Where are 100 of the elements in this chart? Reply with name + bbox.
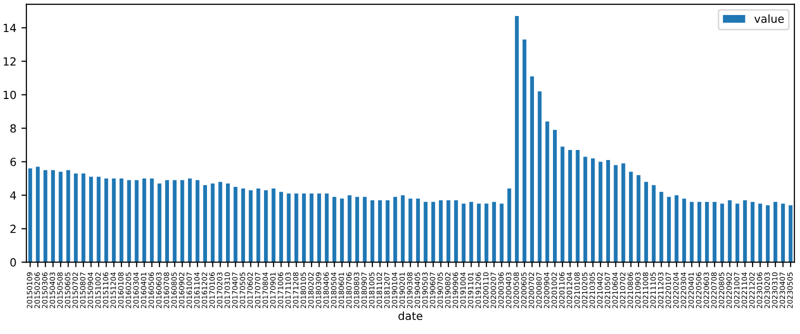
bar <box>286 194 291 262</box>
bar <box>424 202 428 262</box>
bar <box>256 188 260 262</box>
bar <box>431 202 436 262</box>
bar <box>44 170 48 262</box>
bar <box>112 178 116 262</box>
bar <box>545 122 550 262</box>
bar <box>652 185 656 262</box>
bar <box>324 194 329 262</box>
bar <box>735 204 740 262</box>
bar <box>629 172 633 262</box>
y-tick-label: 6 <box>10 158 16 166</box>
bar <box>507 188 512 262</box>
bar <box>294 194 298 262</box>
bar <box>659 192 664 262</box>
bar <box>127 180 131 262</box>
bar <box>758 204 762 262</box>
bar <box>89 176 93 262</box>
bar <box>743 200 747 262</box>
bar <box>484 204 488 262</box>
bar <box>203 185 207 262</box>
bar <box>248 190 253 262</box>
bar <box>180 180 184 262</box>
y-tick-label: 8 <box>10 124 16 133</box>
bar <box>462 204 466 262</box>
bar <box>172 180 177 262</box>
bar <box>788 205 792 262</box>
bar <box>302 194 306 262</box>
bar <box>476 204 481 262</box>
bar <box>781 204 785 262</box>
y-tick-label: 2 <box>10 224 16 233</box>
bar <box>150 178 154 262</box>
bar <box>454 200 458 262</box>
bar <box>370 200 374 262</box>
bar <box>773 202 778 262</box>
bar <box>682 198 686 262</box>
bar <box>120 178 124 262</box>
bar <box>416 198 420 262</box>
bar <box>272 188 276 262</box>
bar <box>28 168 32 262</box>
bar <box>142 178 146 262</box>
bar <box>522 40 526 262</box>
bar <box>36 166 40 262</box>
y-tick-label: 12 <box>4 57 16 66</box>
bar <box>766 205 770 262</box>
bar <box>378 200 382 262</box>
bar <box>667 196 671 262</box>
bar <box>500 204 504 262</box>
bar <box>310 194 314 262</box>
bar <box>408 198 412 262</box>
bar <box>82 173 86 262</box>
bar <box>690 202 694 262</box>
bar <box>355 196 360 262</box>
bar <box>393 196 398 262</box>
bar <box>590 158 595 262</box>
bar <box>332 196 336 262</box>
bar <box>598 162 602 262</box>
bar <box>712 202 716 262</box>
bar <box>340 198 344 262</box>
bar <box>210 183 215 262</box>
bar <box>492 202 496 262</box>
bar <box>697 202 702 262</box>
bar <box>165 180 169 262</box>
bar <box>66 170 70 262</box>
bar <box>576 150 580 262</box>
bar <box>644 182 648 262</box>
bar <box>279 192 284 262</box>
bar <box>134 180 139 262</box>
bar <box>720 204 724 262</box>
bar <box>264 190 268 262</box>
bar <box>469 202 474 262</box>
bar <box>241 188 246 262</box>
bar <box>218 182 222 262</box>
y-tick-label: 0 <box>10 258 16 267</box>
legend-label: value <box>754 14 784 23</box>
y-tick-label: 14 <box>4 24 16 32</box>
bar <box>621 163 626 262</box>
bar <box>552 130 557 262</box>
y-tick-label: 10 <box>4 90 16 100</box>
bar <box>188 178 192 262</box>
bar <box>317 194 322 262</box>
bar <box>750 202 754 262</box>
x-axis-title: date <box>398 311 422 320</box>
bar <box>636 175 640 262</box>
bar <box>58 172 63 262</box>
y-tick-label: 4 <box>10 191 16 200</box>
bar <box>728 200 732 262</box>
bar <box>196 180 200 262</box>
bar <box>674 195 678 262</box>
bar <box>226 183 230 262</box>
bar <box>446 200 450 262</box>
bar <box>568 150 572 262</box>
bar <box>158 183 162 262</box>
bar <box>606 160 610 262</box>
bar <box>362 196 367 262</box>
bar <box>583 156 588 262</box>
bar <box>560 146 564 262</box>
bar <box>386 200 390 262</box>
bar <box>538 91 542 262</box>
bar <box>104 178 108 262</box>
